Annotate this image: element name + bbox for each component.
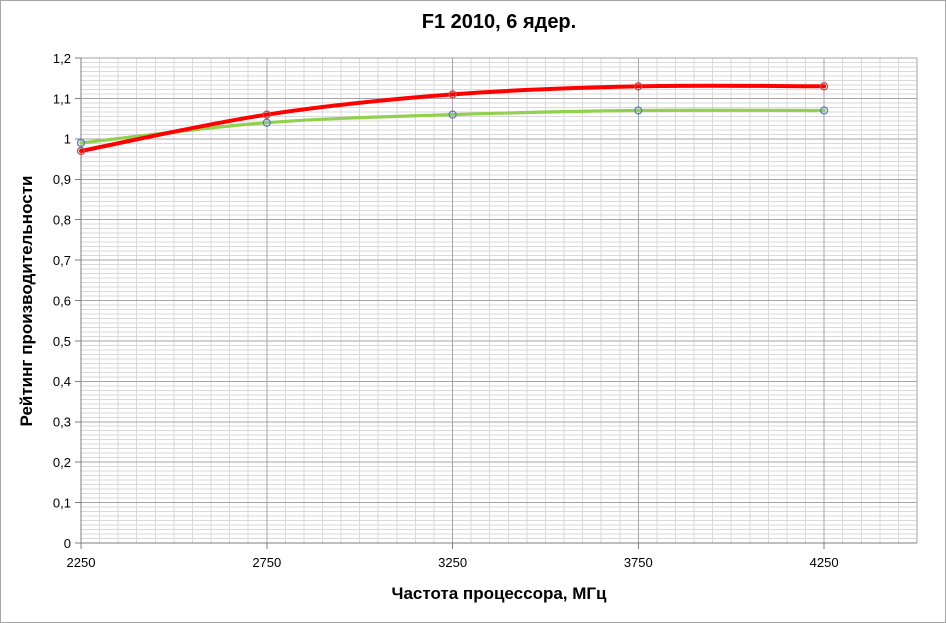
green-series-marker [262, 118, 271, 127]
red-series-marker [262, 110, 271, 119]
y-tick-label: 0,9 [53, 172, 71, 187]
x-tick-label: 2750 [252, 555, 281, 570]
x-tick-label: 4250 [810, 555, 839, 570]
y-tick-label: 0,8 [53, 213, 71, 228]
red-series-marker [819, 82, 829, 91]
green-series-line [79, 108, 826, 145]
red-series-line [79, 83, 827, 153]
y-tick-label: 0 [64, 536, 71, 551]
green-series-marker [634, 106, 643, 115]
tick-labels: 0 0,1 0,2 0,3 0,4 0,5 0,6 0,7 0,8 0,9 1 1,1 1,2 2250 2… [53, 51, 839, 570]
green-series-marker [76, 138, 86, 148]
y-tick-label: 1,1 [53, 91, 71, 106]
red-series-marker [448, 90, 457, 99]
green-series-marker [819, 106, 829, 115]
y-tick-label: 1 [64, 132, 71, 147]
y-tick-label: 0,2 [53, 455, 71, 470]
x-axis-title: Частота процессора, МГц [391, 584, 607, 603]
green-series-marker [448, 110, 457, 119]
red-series-marker [76, 146, 86, 156]
y-tick-label: 0,1 [53, 496, 71, 511]
y-tick-label: 0,7 [53, 253, 71, 268]
x-tick-label: 3250 [438, 555, 467, 570]
x-tick-label: 2250 [67, 555, 96, 570]
red-series-marker [634, 82, 643, 91]
y-tick-label: 1,2 [53, 51, 71, 66]
y-tick-label: 0,4 [53, 374, 71, 389]
chart-title: F1 2010, 6 ядер. [421, 11, 577, 33]
green-series [76, 106, 829, 148]
major-gridlines [81, 57, 918, 543]
x-tick-label: 3750 [624, 555, 653, 570]
y-tick-label: 0,5 [53, 334, 71, 349]
y-tick-label: 0,6 [53, 293, 71, 308]
red-series [76, 82, 829, 156]
y-tick-label: 0,3 [53, 415, 71, 430]
